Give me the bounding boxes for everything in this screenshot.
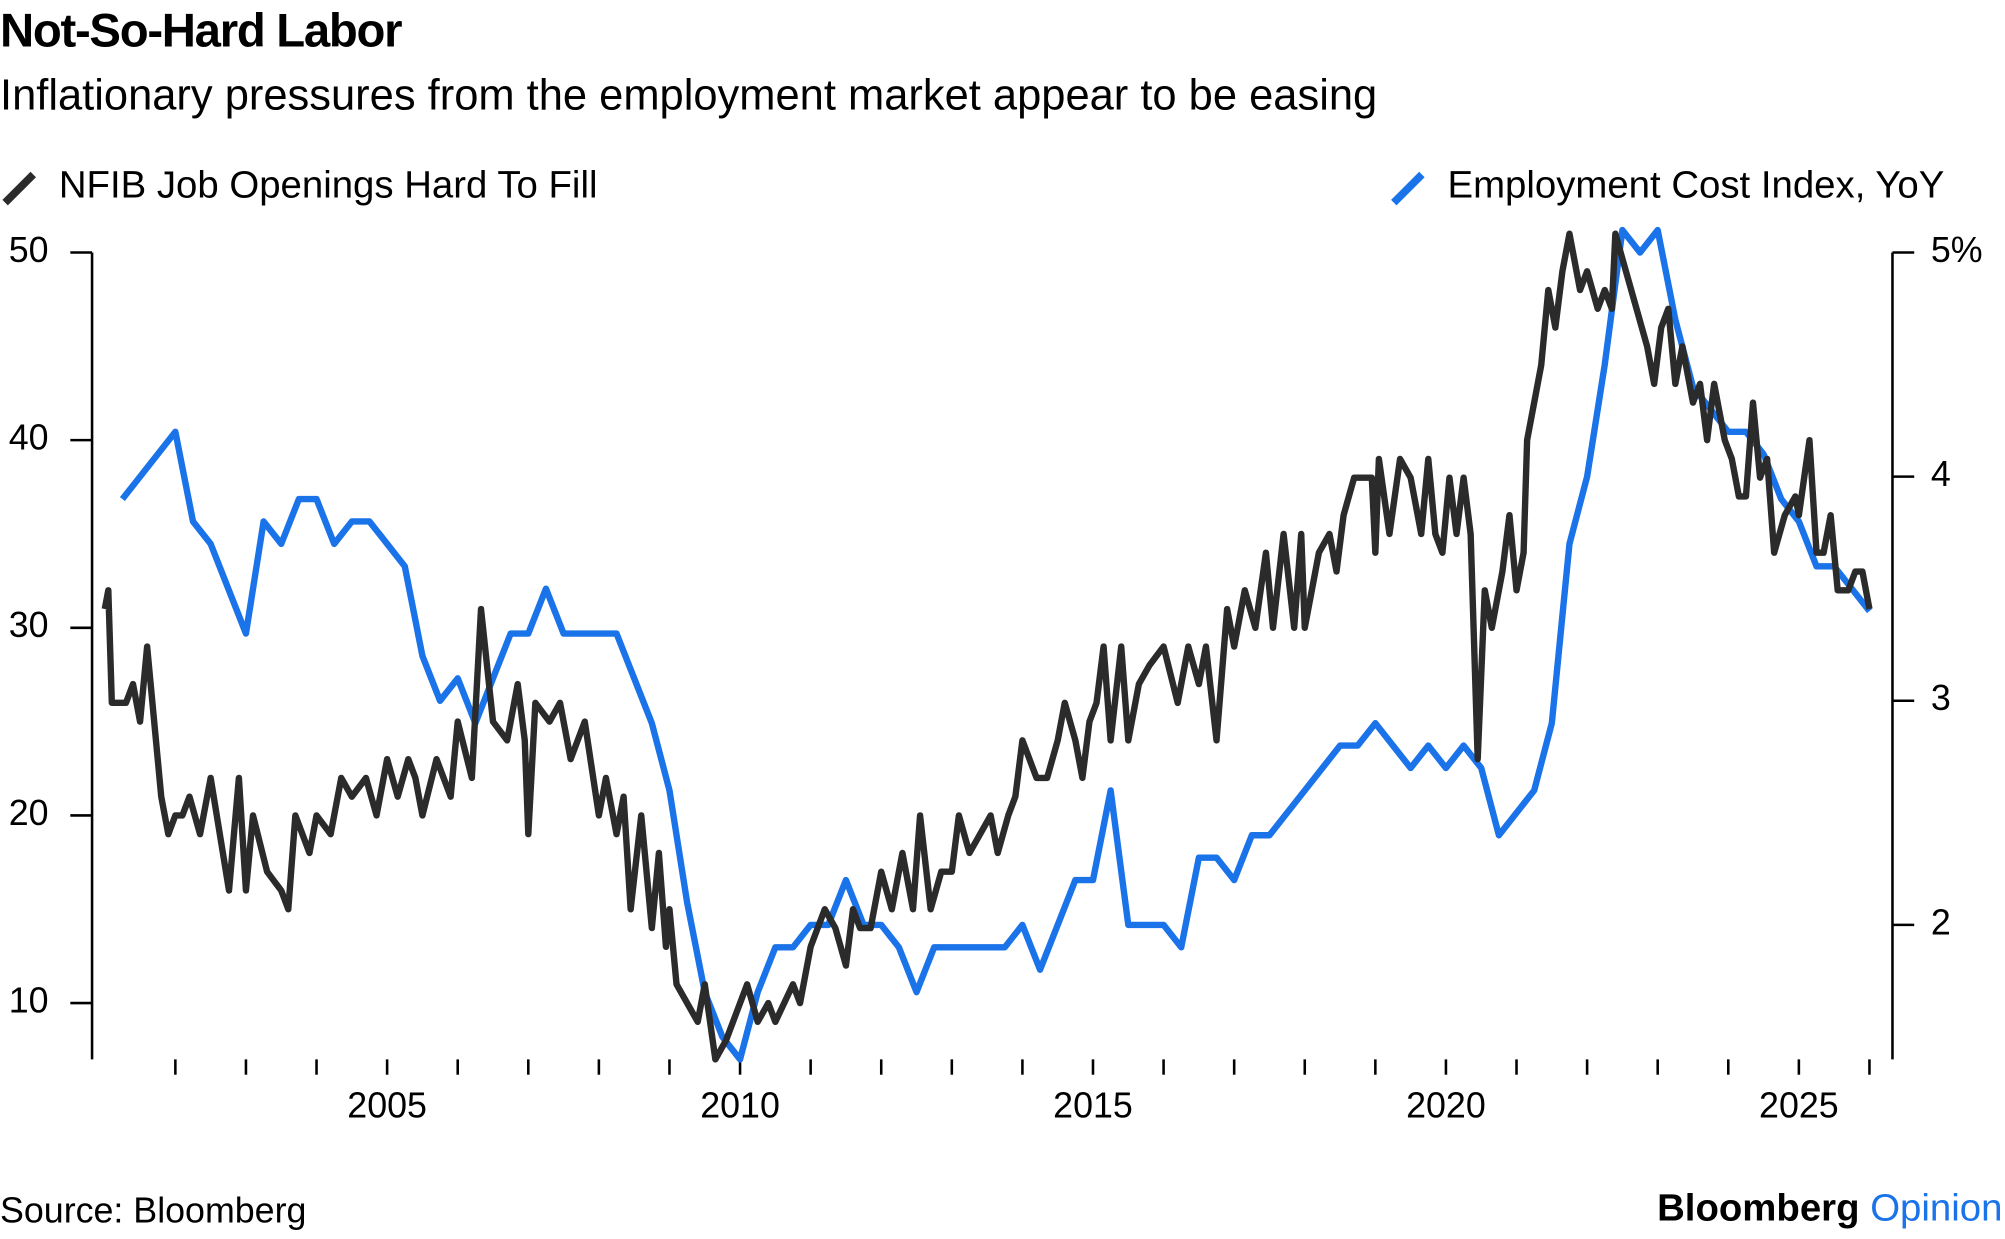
- y-tick-label: 30: [9, 605, 49, 645]
- brand: Bloomberg Opinion: [1657, 1186, 2002, 1229]
- source: Source: Bloomberg: [0, 1190, 306, 1230]
- chart-subtitle: Inflationary pressures from the employme…: [0, 71, 1377, 119]
- brand-name: Bloomberg: [1657, 1186, 1859, 1229]
- series-line: [101, 230, 1873, 1063]
- x-tick-label: 2005: [347, 1085, 427, 1125]
- legend-label: Employment Cost Index, YoY: [1447, 163, 1944, 206]
- y-tick-label: 40: [9, 418, 49, 458]
- brand-suffix: Opinion: [1870, 1186, 2002, 1229]
- y-tick-label: 50: [9, 230, 49, 270]
- series-line: [119, 226, 1872, 1063]
- x-tick-label: 2010: [700, 1085, 780, 1125]
- x-tick-label: 2025: [1759, 1085, 1839, 1125]
- x-tick-label: 2020: [1406, 1085, 1486, 1125]
- legend-label: NFIB Job Openings Hard To Fill: [59, 163, 598, 206]
- y2-tick-label: 4: [1931, 454, 1951, 494]
- y-tick-label: 20: [9, 793, 49, 833]
- x-tick-label: 2015: [1053, 1085, 1133, 1125]
- legend-swatch: [2, 171, 36, 206]
- y-tick-label: 10: [9, 981, 49, 1021]
- y2-tick-label: 2: [1931, 902, 1951, 942]
- y2-tick-label: 3: [1931, 678, 1951, 718]
- y2-tick-label: 5%: [1931, 230, 1983, 270]
- chart-title: Not-So-Hard Labor: [0, 4, 402, 57]
- legend-swatch: [1391, 171, 1425, 206]
